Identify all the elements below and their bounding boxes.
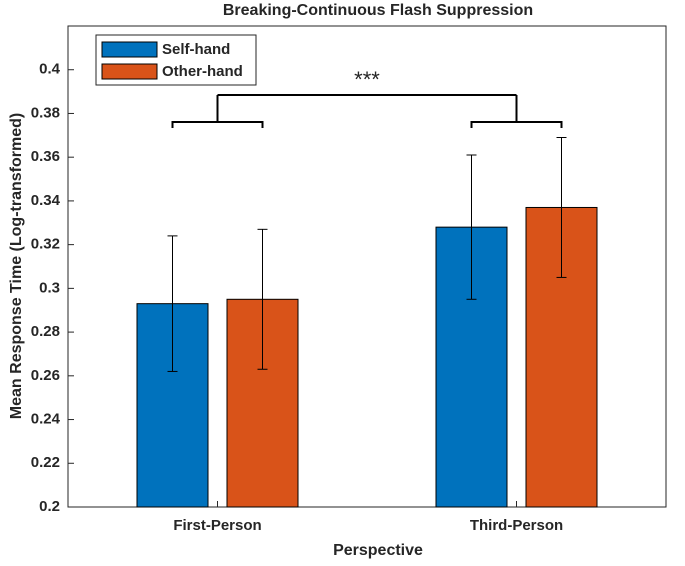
x-axis-label: Perspective: [333, 542, 423, 559]
x-tick-label: Third-Person: [470, 517, 563, 534]
x-tick-label: First-Person: [173, 517, 261, 534]
legend-swatch: [101, 41, 158, 58]
y-tick-label: 0.26: [31, 367, 60, 384]
chart-title: Breaking-Continuous Flash Suppression: [223, 2, 533, 19]
y-tick-label: 0.34: [31, 192, 61, 209]
y-tick-label: 0.28: [31, 323, 60, 340]
y-tick-label: 0.3: [39, 279, 60, 296]
axes-box: [67, 25, 667, 508]
annotation: ***: [354, 67, 380, 92]
legend-label: Self-hand: [162, 41, 230, 58]
y-tick-label: 0.4: [39, 61, 61, 78]
y-tick-label: 0.32: [31, 236, 60, 253]
y-tick-label: 0.38: [31, 104, 60, 121]
y-tick-label: 0.2: [39, 498, 60, 515]
bracket: [171, 95, 264, 128]
y-tick-label: 0.36: [31, 148, 60, 165]
legend-swatch: [101, 63, 158, 80]
y-tick-label: 0.24: [31, 411, 61, 428]
legend-label: Other-hand: [162, 63, 243, 80]
bracket: [470, 95, 563, 128]
y-axis-label: Mean Response Time (Log-transformed): [8, 113, 25, 419]
y-tick-label: 0.22: [31, 454, 60, 471]
